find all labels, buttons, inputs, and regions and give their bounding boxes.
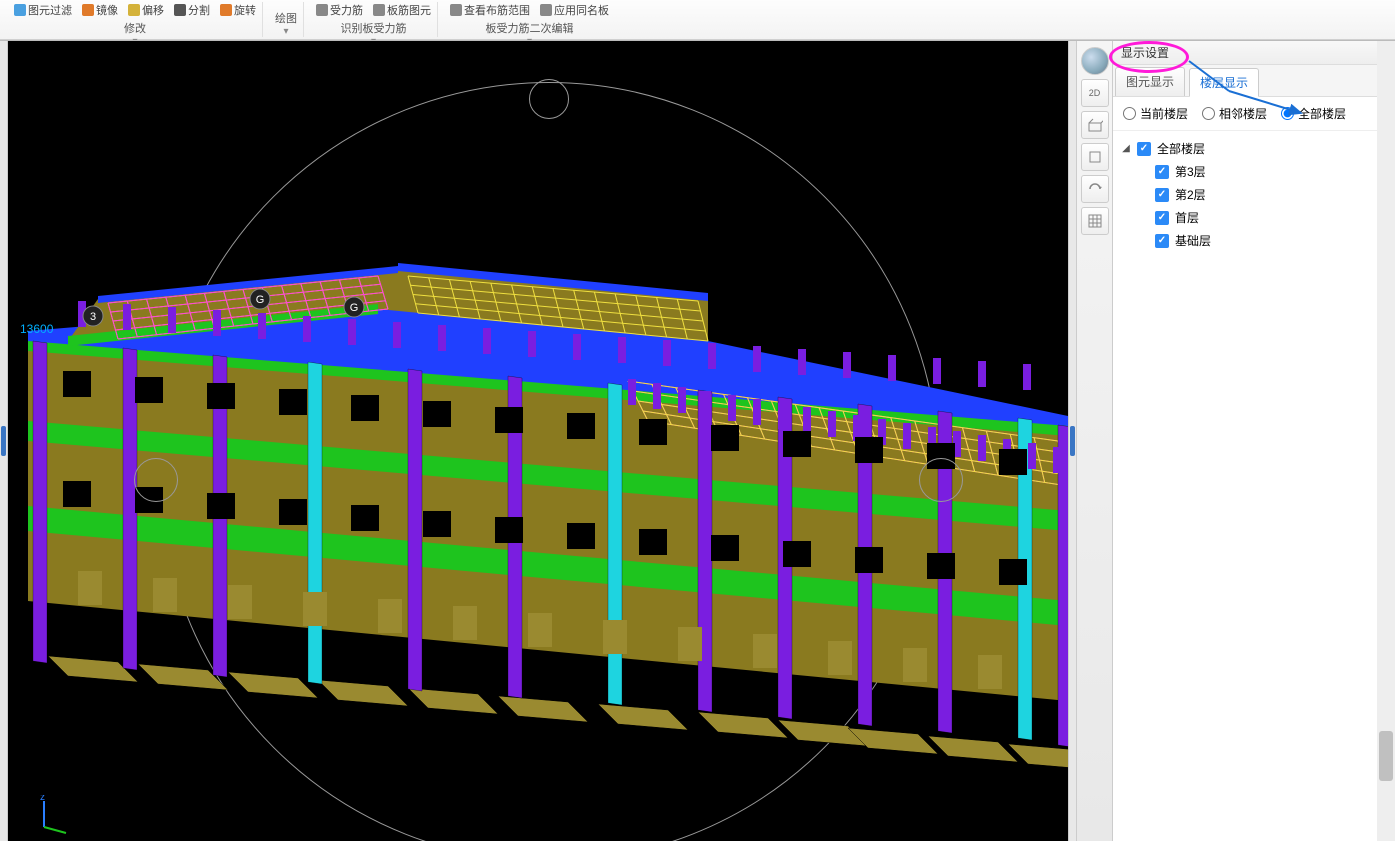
panel-scrollbar[interactable] [1377, 41, 1395, 841]
slab-elem-icon [373, 4, 385, 16]
ribbon-group: 图元过滤镜像偏移分割旋转修改▾ [8, 2, 263, 37]
radio-all[interactable]: 全部楼层 [1281, 105, 1346, 122]
rebar-icon [316, 4, 328, 16]
rotate-icon [220, 4, 232, 16]
ribbon-group: 绘图▾ [269, 2, 304, 37]
ribbon: 图元过滤镜像偏移分割旋转修改▾绘图▾受力筋板筋图元识别板受力筋▾查看布筋范围应用… [0, 0, 1395, 40]
ribbon-group: 查看布筋范围应用同名板板受力筋二次编辑▾ [444, 2, 615, 37]
svg-text:G: G [256, 294, 265, 306]
floor-radio-group: 当前楼层 相邻楼层 全部楼层 [1113, 97, 1395, 131]
tab-element[interactable]: 图元显示 [1115, 67, 1185, 96]
ribbon-button-label: 偏移 [142, 2, 164, 18]
view-range-button[interactable]: 查看布筋范围 [450, 2, 530, 18]
orbit-view-button[interactable] [1081, 175, 1109, 203]
panel-header: 显示设置 × [1113, 41, 1395, 65]
split-button[interactable]: 分割 [174, 2, 210, 18]
main-area: 3GG13600660 z 2D 显示设置 × 图元显示楼层显示 当前楼层相邻楼… [0, 40, 1395, 841]
split-icon [174, 4, 186, 16]
viewport-left-handle[interactable] [0, 41, 8, 841]
tree-item[interactable]: 首层 [1121, 206, 1387, 229]
ribbon-group: 受力筋板筋图元识别板受力筋▾ [310, 2, 438, 37]
mirror-button[interactable]: 镜像 [82, 2, 118, 18]
panel-tabs: 图元显示楼层显示 [1113, 65, 1395, 97]
tree-item[interactable]: 第3层 [1121, 160, 1387, 183]
apply-same-icon [540, 4, 552, 16]
tree-toggle-icon[interactable]: ◢ [1121, 144, 1131, 154]
ribbon-button-label: 板筋图元 [387, 2, 431, 18]
cube-view-button[interactable] [1081, 143, 1109, 171]
rebar-button[interactable]: 受力筋 [316, 2, 363, 18]
checkbox-icon[interactable] [1155, 188, 1169, 202]
filter-icon [14, 4, 26, 16]
radio-current[interactable]: 当前楼层 [1123, 105, 1188, 122]
mirror-icon [82, 4, 94, 16]
radio-adjacent[interactable]: 相邻楼层 [1202, 105, 1267, 122]
ribbon-group-label: 识别板受力筋 [341, 20, 407, 36]
viewport-right-handle[interactable] [1068, 41, 1076, 841]
orbit-handle[interactable] [529, 79, 569, 119]
svg-text:z: z [40, 795, 45, 803]
2d-view-button[interactable]: 2D [1081, 79, 1109, 107]
svg-text:G: G [350, 302, 359, 314]
ribbon-button-label: 镜像 [96, 2, 118, 18]
checkbox-icon[interactable] [1137, 142, 1151, 156]
ribbon-button-label: 查看布筋范围 [464, 2, 530, 18]
orbit-handle[interactable] [134, 458, 178, 502]
panel-title: 显示设置 [1121, 44, 1169, 61]
floor-tree: ◢ 全部楼层第3层第2层首层基础层 [1113, 131, 1395, 258]
ribbon-button-label: 受力筋 [330, 2, 363, 18]
checkbox-icon[interactable] [1155, 234, 1169, 248]
offset-button[interactable]: 偏移 [128, 2, 164, 18]
viewport-3d[interactable]: 3GG13600660 z [8, 41, 1068, 841]
globe-view-button[interactable] [1081, 47, 1109, 75]
ribbon-group-label: 板受力筋二次编辑 [486, 20, 574, 36]
axis-indicator: z [36, 795, 76, 835]
slab-elem-button[interactable]: 板筋图元 [373, 2, 431, 18]
grid-view-button[interactable] [1081, 207, 1109, 235]
filter-button[interactable]: 图元过滤 [14, 2, 72, 18]
radio-label: 当前楼层 [1140, 105, 1188, 122]
radio-all-input[interactable] [1281, 107, 1294, 120]
viewport-wrap: 3GG13600660 z 2D [0, 41, 1112, 841]
side-panel: 显示设置 × 图元显示楼层显示 当前楼层相邻楼层全部楼层 ◢全部楼层第3层第2层… [1112, 41, 1395, 841]
radio-current-input[interactable] [1123, 107, 1136, 120]
ribbon-button-label: 应用同名板 [554, 2, 609, 18]
offset-icon [128, 4, 140, 16]
building-3d-model: 3GG13600660 [8, 41, 1068, 811]
radio-label: 全部楼层 [1298, 105, 1346, 122]
tree-item[interactable]: 基础层 [1121, 229, 1387, 252]
radio-label: 相邻楼层 [1219, 105, 1267, 122]
iso-view-button[interactable] [1081, 111, 1109, 139]
tree-label: 第3层 [1175, 163, 1206, 180]
ribbon-group-label: 修改 [124, 20, 146, 36]
tab-floor[interactable]: 楼层显示 [1189, 68, 1259, 97]
tree-label: 基础层 [1175, 232, 1211, 249]
tree-label: 全部楼层 [1157, 140, 1205, 157]
ribbon-button-label: 图元过滤 [28, 2, 72, 18]
view-toolbar: 2D [1076, 41, 1112, 841]
apply-same-button[interactable]: 应用同名板 [540, 2, 609, 18]
tree-item[interactable]: 第2层 [1121, 183, 1387, 206]
svg-text:13600: 13600 [20, 322, 54, 336]
radio-adjacent-input[interactable] [1202, 107, 1215, 120]
checkbox-icon[interactable] [1155, 211, 1169, 225]
tree-root[interactable]: ◢ 全部楼层 [1121, 137, 1387, 160]
svg-text:3: 3 [90, 311, 96, 323]
ribbon-button-label: 分割 [188, 2, 210, 18]
view-range-icon [450, 4, 462, 16]
rotate-button[interactable]: 旋转 [220, 2, 256, 18]
tree-label: 首层 [1175, 209, 1199, 226]
orbit-handle[interactable] [919, 458, 963, 502]
ribbon-group-label: 绘图 [275, 10, 297, 26]
checkbox-icon[interactable] [1155, 165, 1169, 179]
tree-label: 第2层 [1175, 186, 1206, 203]
ribbon-button-label: 旋转 [234, 2, 256, 18]
